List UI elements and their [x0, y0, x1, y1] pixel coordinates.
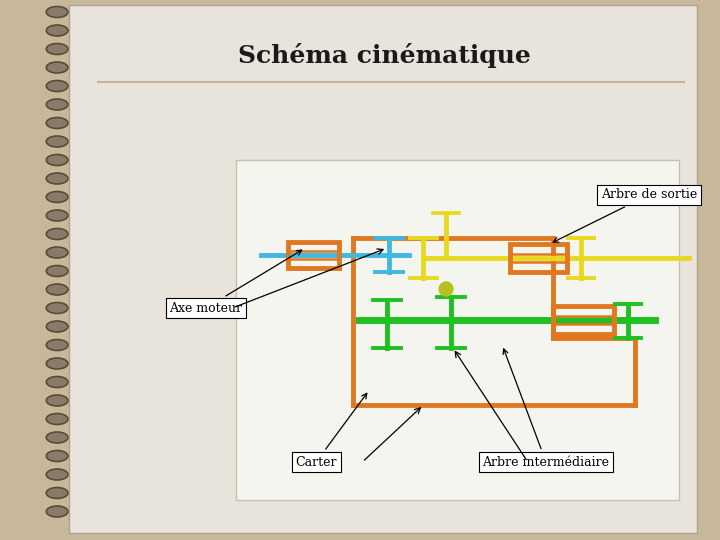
Ellipse shape: [46, 99, 68, 110]
Ellipse shape: [46, 80, 68, 91]
Ellipse shape: [46, 488, 68, 498]
Ellipse shape: [46, 506, 68, 517]
Ellipse shape: [46, 432, 68, 443]
Text: Arbre de sortie: Arbre de sortie: [553, 188, 697, 242]
Ellipse shape: [46, 340, 68, 350]
Ellipse shape: [46, 210, 68, 221]
Ellipse shape: [46, 228, 68, 240]
Ellipse shape: [46, 154, 68, 165]
Text: Carter: Carter: [295, 393, 366, 469]
Ellipse shape: [46, 247, 68, 258]
Ellipse shape: [46, 266, 68, 276]
Ellipse shape: [46, 376, 68, 388]
Ellipse shape: [46, 321, 68, 332]
Circle shape: [439, 282, 453, 296]
FancyBboxPatch shape: [69, 5, 697, 533]
Ellipse shape: [46, 173, 68, 184]
Ellipse shape: [46, 192, 68, 202]
Text: Axe moteur: Axe moteur: [169, 250, 302, 314]
Text: Arbre intermédiaire: Arbre intermédiaire: [482, 349, 610, 469]
Ellipse shape: [46, 358, 68, 369]
Ellipse shape: [46, 25, 68, 36]
Ellipse shape: [46, 414, 68, 424]
Ellipse shape: [46, 118, 68, 129]
FancyBboxPatch shape: [236, 160, 680, 500]
Ellipse shape: [46, 62, 68, 73]
Ellipse shape: [46, 6, 68, 17]
Ellipse shape: [46, 469, 68, 480]
Ellipse shape: [46, 44, 68, 55]
Text: Schéma cinématique: Schéma cinématique: [238, 43, 531, 68]
Ellipse shape: [46, 136, 68, 147]
Ellipse shape: [46, 302, 68, 314]
Ellipse shape: [46, 450, 68, 462]
Ellipse shape: [46, 284, 68, 295]
Ellipse shape: [46, 395, 68, 406]
